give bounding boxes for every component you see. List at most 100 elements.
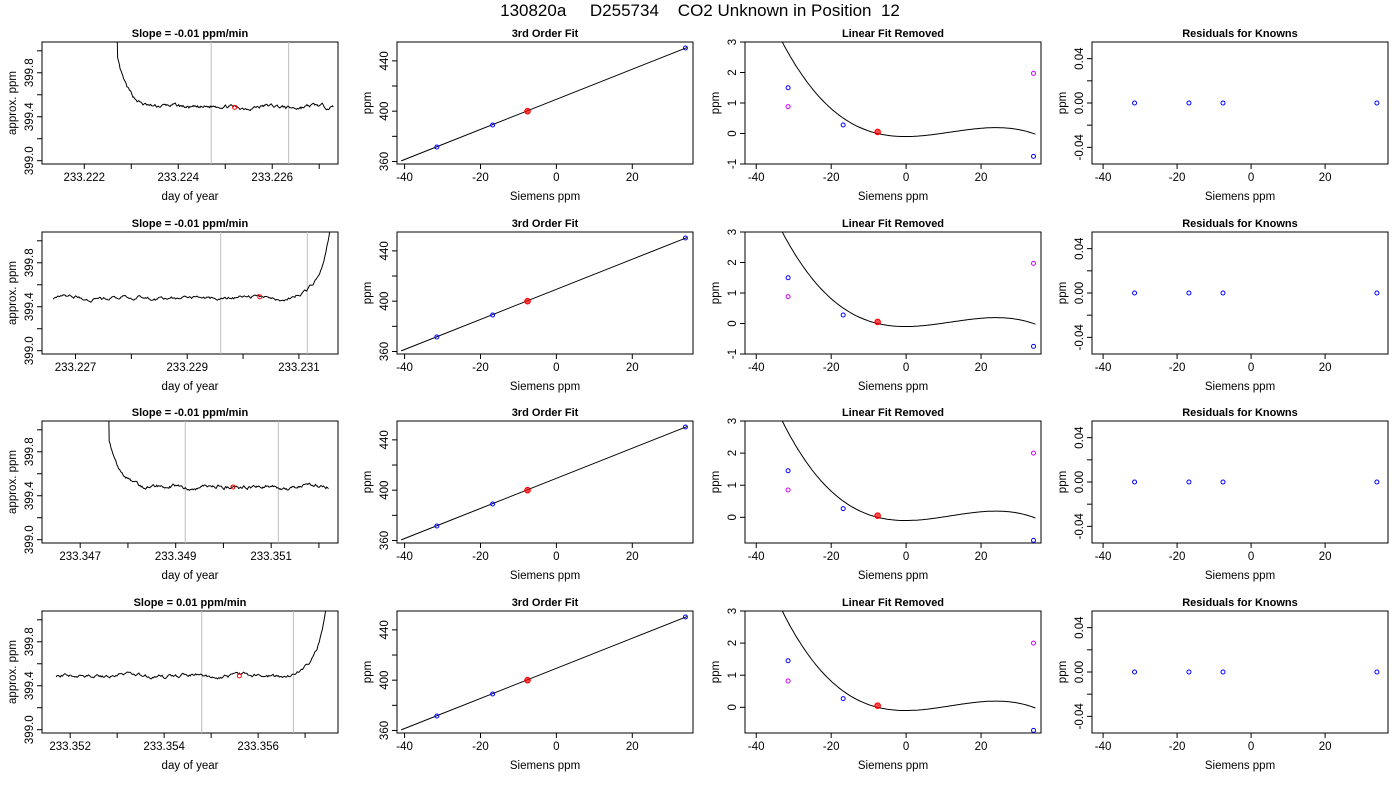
y-tick-label: 0.00 bbox=[1074, 661, 1086, 683]
y-tick-label: -0.04 bbox=[1074, 324, 1086, 351]
x-axis-label: Siemens ppm bbox=[510, 570, 580, 582]
known-point bbox=[682, 235, 688, 241]
y-tick-label: 0.04 bbox=[1074, 426, 1086, 449]
known-point bbox=[1374, 479, 1380, 485]
x-tick-label: 20 bbox=[1319, 741, 1332, 753]
x-tick-label: 233.226 bbox=[251, 172, 293, 184]
panel-title: Slope = -0.01 ppm/min bbox=[132, 407, 249, 419]
x-tick-label: 0 bbox=[553, 741, 559, 753]
x-tick-label: 0 bbox=[1248, 362, 1254, 374]
y-axis-label: ppm bbox=[710, 471, 722, 493]
x-axis-label: Siemens ppm bbox=[858, 381, 928, 393]
known-point bbox=[785, 468, 791, 474]
known-point bbox=[1031, 153, 1037, 159]
x-tick-label: 233.351 bbox=[250, 551, 292, 563]
y-tick-label: 399.0 bbox=[24, 336, 36, 365]
known-point bbox=[1220, 479, 1226, 485]
x-axis-label: Siemens ppm bbox=[858, 760, 928, 772]
y-tick-label: 399.4 bbox=[24, 481, 36, 510]
panel-title: 3rd Order Fit bbox=[512, 28, 579, 40]
y-tick-label: 0.04 bbox=[1074, 237, 1086, 260]
known-point bbox=[1374, 669, 1380, 675]
y-tick-label: 360 bbox=[379, 152, 391, 171]
panel-title: Slope = -0.01 ppm/min bbox=[132, 28, 249, 40]
x-tick-label: 0 bbox=[553, 172, 559, 184]
known-point bbox=[434, 144, 440, 150]
y-tick-label: 399.0 bbox=[24, 715, 36, 744]
known-point bbox=[1132, 100, 1138, 106]
plot-area bbox=[55, 611, 327, 733]
x-tick-label: 0 bbox=[903, 551, 909, 563]
known-point bbox=[1186, 290, 1192, 296]
known-point bbox=[1374, 100, 1380, 106]
y-tick-label: -0.04 bbox=[1074, 513, 1086, 540]
known-point bbox=[1132, 669, 1138, 675]
panel-3-4: Residuals for Knowns Siemens ppm ppm -40 -20… bbox=[1057, 407, 1389, 582]
y-tick-label: 1 bbox=[727, 482, 739, 488]
known-point bbox=[1031, 727, 1037, 733]
x-tick-label: 20 bbox=[1319, 172, 1332, 184]
y-axis-label: approx. ppm bbox=[7, 261, 19, 325]
known-point bbox=[1031, 537, 1037, 543]
fit-line bbox=[400, 46, 688, 162]
y-tick-label: 0 bbox=[727, 704, 739, 710]
plot-area bbox=[108, 421, 329, 543]
y-tick-label: 399.4 bbox=[24, 671, 36, 700]
x-axis-label: day of year bbox=[162, 570, 219, 582]
known-point bbox=[785, 658, 791, 664]
x-tick-label: -20 bbox=[472, 172, 489, 184]
x-tick-label: 233.349 bbox=[155, 551, 197, 563]
y-tick-label: 400 bbox=[379, 102, 391, 121]
x-tick-label: 20 bbox=[1319, 362, 1332, 374]
known-point bbox=[434, 334, 440, 340]
plot-frame bbox=[744, 610, 1042, 734]
plot-frame bbox=[41, 231, 339, 355]
known-point bbox=[785, 85, 791, 91]
y-axis-label: ppm bbox=[1057, 661, 1069, 683]
panel-title: Linear Fit Removed bbox=[842, 218, 944, 230]
plot-frame bbox=[744, 41, 1042, 165]
known-point bbox=[1132, 479, 1138, 485]
known-point bbox=[490, 122, 496, 128]
fit-line bbox=[400, 425, 688, 541]
x-tick-label: 233.231 bbox=[278, 362, 320, 374]
x-axis-label: Siemens ppm bbox=[510, 191, 580, 203]
panel-4-2: 3rd Order Fit Siemens ppm ppm -40 -20 0 20 360 4… bbox=[362, 597, 694, 772]
y-tick-label: 400 bbox=[379, 671, 391, 690]
y-axis-label: ppm bbox=[1057, 92, 1069, 114]
x-tick-label: 0 bbox=[903, 172, 909, 184]
measured-point bbox=[785, 487, 791, 493]
x-tick-label: -40 bbox=[1095, 741, 1112, 753]
x-tick-label: 233.222 bbox=[63, 172, 105, 184]
x-tick-label: -20 bbox=[823, 362, 840, 374]
y-tick-label: 399.0 bbox=[24, 146, 36, 175]
y-tick-label: 400 bbox=[379, 292, 391, 311]
panel-4-3: Linear Fit Removed Siemens ppm ppm -40 -20 0 2… bbox=[710, 597, 1042, 772]
x-tick-label: 0 bbox=[903, 741, 909, 753]
fit-line bbox=[400, 615, 688, 731]
x-tick-label: -40 bbox=[748, 362, 765, 374]
x-tick-label: 233.224 bbox=[157, 172, 199, 184]
plot-area bbox=[781, 42, 1037, 159]
plot-area bbox=[781, 611, 1037, 733]
known-point bbox=[434, 713, 440, 719]
x-tick-label: 233.354 bbox=[143, 741, 185, 753]
x-axis-label: Siemens ppm bbox=[1205, 191, 1275, 203]
measured-point bbox=[1031, 450, 1037, 456]
x-tick-label: 0 bbox=[553, 551, 559, 563]
cubic-curve bbox=[781, 232, 1036, 327]
y-axis-label: ppm bbox=[362, 471, 374, 493]
panel-title: Residuals for Knowns bbox=[1182, 407, 1298, 419]
known-point bbox=[1031, 343, 1037, 349]
sample-marker bbox=[232, 104, 238, 110]
y-tick-label: 3 bbox=[727, 229, 739, 235]
y-tick-label: -0.04 bbox=[1074, 703, 1086, 730]
plot-area bbox=[400, 45, 688, 162]
x-tick-label: -40 bbox=[396, 172, 413, 184]
y-axis-label: approx. ppm bbox=[7, 71, 19, 135]
measured-point bbox=[785, 294, 791, 300]
y-tick-label: 1 bbox=[727, 672, 739, 678]
y-tick-label: -1 bbox=[727, 159, 739, 169]
concentration-trace bbox=[108, 421, 329, 491]
y-tick-label: 0.00 bbox=[1074, 282, 1086, 304]
